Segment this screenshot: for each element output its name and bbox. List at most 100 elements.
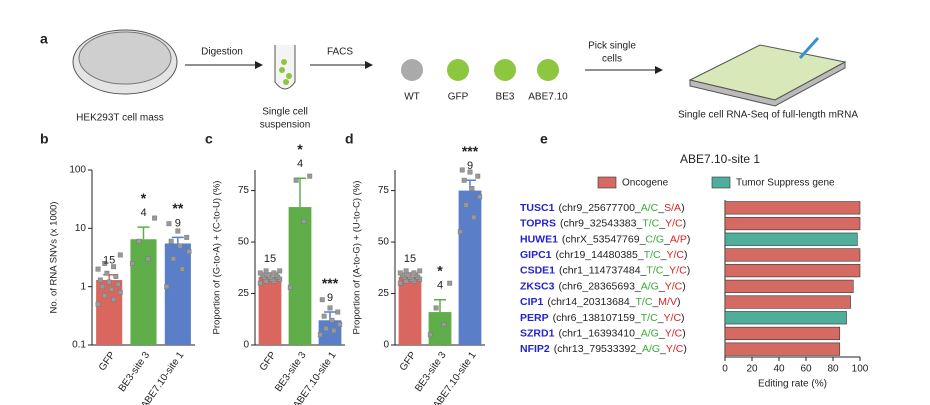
significance: *** (322, 275, 339, 291)
locus: (chr6_28365693_ (558, 280, 640, 292)
aa-change: Y/C (664, 312, 682, 324)
data-point (108, 286, 114, 292)
n-label: 15 (264, 253, 276, 265)
aa-change: S/A (664, 202, 681, 214)
gene: SZRD1 (520, 327, 555, 339)
locus: (chr19_14480385_ (556, 249, 644, 261)
aa-change: Y/C (666, 343, 684, 355)
bar (724, 264, 861, 278)
gene: GIPC1 (520, 249, 552, 261)
panel-label: c (205, 131, 213, 147)
data-point (168, 238, 174, 244)
row-label: TUSC1 (chr9_25677700_A/C_S/A) (520, 202, 685, 214)
close: ) (687, 233, 691, 245)
data-point (329, 317, 335, 323)
data-point (117, 289, 123, 295)
bar (724, 342, 841, 356)
bar (724, 201, 861, 215)
aa-change: Y/C (665, 217, 683, 229)
label: Single cell (262, 107, 308, 118)
label: Single cell RNA-Seq of full-length mRNA (678, 110, 858, 121)
data-point (115, 281, 121, 287)
n-label: 9 (327, 292, 333, 304)
n-label: 4 (437, 280, 443, 292)
y-tick-label: 75 (238, 185, 250, 196)
data-point (104, 270, 110, 276)
locus: (chr9_25677700_ (558, 202, 640, 214)
y-tick-label: 0 (383, 340, 389, 351)
locus: (chr14_20313684_ (547, 296, 635, 308)
data-point (469, 186, 475, 191)
data-point (461, 177, 467, 183)
data-point (170, 256, 176, 262)
data-point (457, 229, 463, 235)
close: ) (683, 343, 687, 355)
data-point (102, 261, 108, 266)
legend-label: Oncogene (622, 178, 669, 189)
aa-change: Y/C (665, 280, 683, 292)
error-bar (137, 226, 150, 240)
legend-swatch (711, 176, 731, 189)
data-point (427, 332, 433, 338)
data-point (117, 252, 123, 258)
bar (258, 277, 282, 345)
gene: CIP1 (520, 296, 544, 308)
row-label: CSDE1 (chr1_114737484_T/C_Y/C) (520, 264, 690, 276)
aa-change: Y/C (665, 327, 683, 339)
base-change: T/C (641, 312, 658, 324)
chart-title: ABE7.10-site 1 (680, 152, 760, 166)
data-point (166, 221, 172, 227)
n-label: 9 (467, 160, 473, 172)
x-tick-label: BE3-site 3 (117, 350, 153, 394)
cell (494, 59, 516, 81)
data-point (175, 228, 181, 234)
data-point (475, 173, 481, 179)
row-label: PERP (chr6_138107159_T/C_Y/C) (520, 312, 685, 324)
close: ) (681, 312, 685, 324)
data-point (327, 305, 333, 311)
aa-change: Y/C (669, 264, 687, 276)
data-point (405, 272, 411, 278)
bar (724, 279, 854, 293)
data-point (111, 264, 117, 270)
x-tick-label: GFP (97, 350, 118, 373)
locus: (chr6_138107159_ (553, 312, 641, 324)
data-point (102, 293, 108, 299)
data-point (459, 167, 465, 173)
aa-change: Y/C (666, 249, 684, 261)
sep: _ (651, 296, 658, 308)
data-point (277, 268, 283, 274)
significance: *** (462, 143, 479, 159)
base-change: T/C (636, 296, 653, 308)
data-point (463, 202, 469, 208)
data-point (263, 268, 269, 274)
bar (428, 312, 452, 345)
base-change: T/C (644, 249, 661, 261)
close: ) (682, 327, 686, 339)
x-axis-label: Editing rate (%) (758, 379, 827, 390)
data-point (433, 305, 439, 311)
gene: CSDE1 (520, 264, 555, 276)
significance: ** (172, 200, 183, 216)
n-label: 4 (297, 158, 303, 170)
y-tick-label: 50 (238, 237, 250, 248)
data-point (95, 266, 101, 272)
gene: PERP (520, 312, 549, 324)
plate (688, 36, 847, 107)
bar (288, 207, 312, 345)
gene: TOPRS (520, 217, 556, 229)
sep: _ (663, 233, 670, 245)
base-change: C/G (645, 233, 664, 245)
close: ) (677, 296, 681, 308)
bar (724, 326, 841, 341)
bar (130, 239, 157, 345)
label: FACS (327, 47, 353, 58)
data-point (397, 280, 403, 286)
error-bar (171, 236, 184, 244)
base-change: T/C (642, 217, 659, 229)
n-label: 15 (103, 255, 115, 267)
data-point (100, 284, 105, 290)
sep: _ (657, 202, 664, 214)
base-change: A/G (641, 327, 659, 339)
